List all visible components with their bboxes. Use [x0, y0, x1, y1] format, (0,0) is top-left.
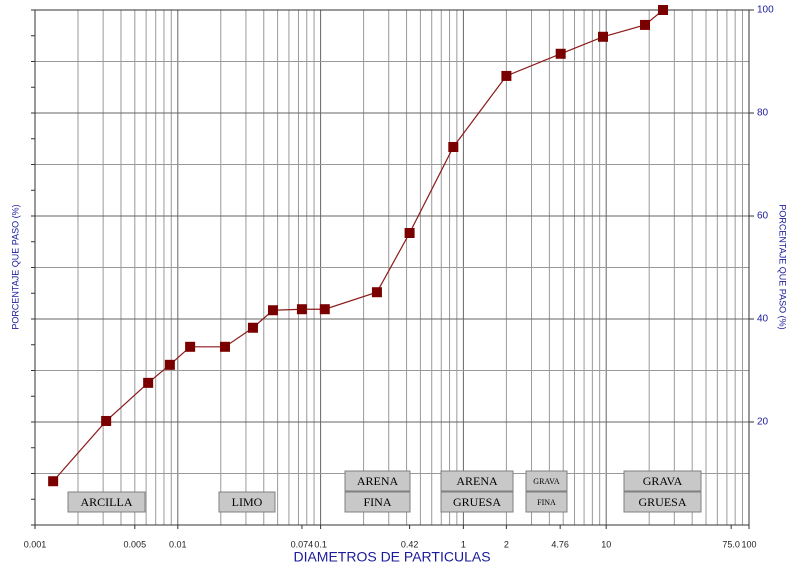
data-point — [658, 5, 669, 15]
class-label-box — [67, 491, 146, 513]
class-label-box — [525, 470, 568, 492]
class-label-box — [525, 491, 568, 513]
class-label: ARENA GRUESA — [440, 470, 514, 513]
y2-tick-label: 100 — [757, 5, 774, 16]
y2-tick-label: 80 — [757, 108, 769, 119]
x-tick-label: 1 — [461, 539, 466, 549]
x-tick-label: 2 — [504, 539, 509, 549]
class-label-text: FINA — [537, 498, 556, 507]
data-point — [640, 19, 651, 30]
x-tick-label: 0.074 — [291, 539, 314, 549]
class-label-text: LIMO — [232, 495, 263, 509]
data-point — [143, 377, 154, 388]
class-label-text: GRUESA — [453, 495, 501, 509]
data-point — [164, 359, 175, 370]
data-point — [101, 415, 112, 426]
x-tick-label: 0.001 — [24, 539, 47, 549]
data-point — [448, 141, 459, 152]
data-point — [371, 287, 382, 298]
class-label-box — [344, 491, 411, 513]
class-label-box — [440, 491, 514, 513]
y2-tick-label: 20 — [757, 417, 769, 428]
x-tick-label: 0.01 — [169, 539, 187, 549]
class-label-text: GRAVA — [533, 477, 560, 486]
y-axis-title: PORCENTAJE QUE PASO (%) — [10, 204, 20, 329]
class-label: ARCILLA — [67, 491, 146, 513]
data-point — [501, 70, 512, 81]
y2-axis-title: PORCENTAJE QUE PASO (%) — [778, 204, 788, 329]
x-tick-label: 4.76 — [551, 539, 569, 549]
y2-tick-label: 60 — [757, 211, 769, 222]
x-tick-label: 100 — [741, 539, 756, 549]
class-label-text: ARENA — [357, 474, 399, 488]
y2-tick-label: 40 — [757, 314, 769, 325]
data-point — [598, 31, 609, 42]
data-point — [48, 476, 59, 487]
x-tick-label: 0.1 — [314, 539, 327, 549]
class-label-box — [440, 470, 514, 492]
class-label-text: GRAVA — [643, 474, 683, 488]
x-tick-label: 0.005 — [124, 539, 147, 549]
class-label-box — [623, 491, 702, 513]
class-label-box — [623, 470, 702, 492]
x-tick-label: 10 — [601, 539, 611, 549]
class-label: ARENA FINA — [344, 470, 411, 513]
class-label-text: ARENA — [456, 474, 498, 488]
class-label: GRAVA FINA — [525, 470, 568, 513]
x-axis-title: DIAMETROS DE PARTICULAS — [293, 549, 490, 565]
data-point — [296, 304, 307, 315]
data-line — [52, 9, 664, 482]
class-label: GRAVA GRUESA — [623, 470, 702, 513]
class-label-text: ARCILLA — [81, 495, 133, 509]
data-point — [219, 341, 230, 352]
data-point — [404, 227, 415, 238]
class-label: LIMO — [218, 491, 276, 513]
class-label-text: GRUESA — [638, 495, 686, 509]
class-label-box — [344, 470, 411, 492]
data-point — [319, 304, 330, 315]
x-tick-label: 75.0 — [722, 539, 740, 549]
class-label-text: FINA — [363, 495, 391, 509]
x-tick-label: 0.42 — [401, 539, 419, 549]
class-label-box — [218, 491, 276, 513]
data-point — [185, 341, 196, 352]
data-point — [555, 48, 566, 59]
data-point — [267, 305, 278, 316]
data-point — [247, 322, 258, 333]
